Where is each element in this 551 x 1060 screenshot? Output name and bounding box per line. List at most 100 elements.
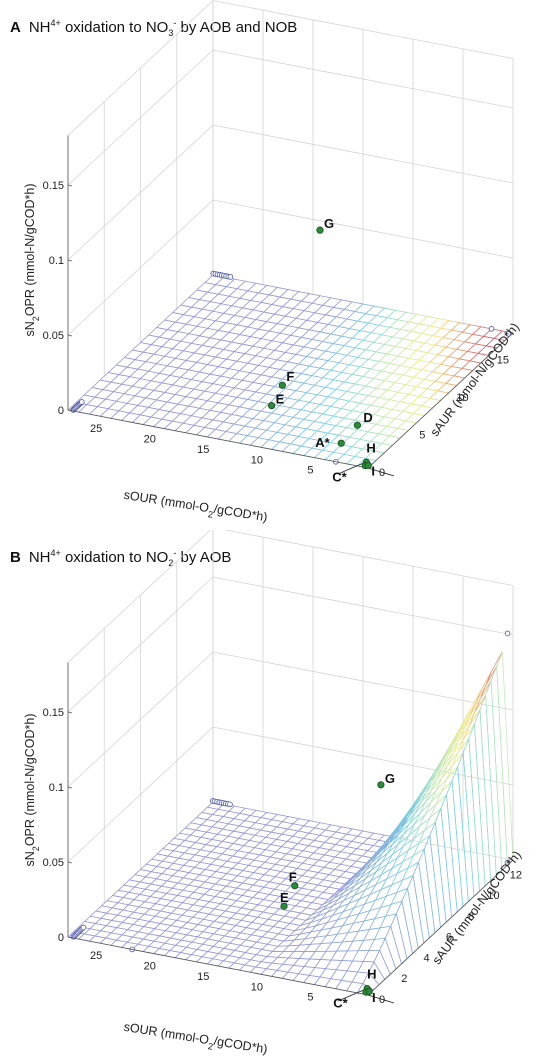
surface-mesh-cell	[351, 835, 369, 844]
surface-mesh-cell	[295, 887, 314, 896]
z-tick	[67, 409, 73, 412]
surface-mesh-cell	[289, 905, 308, 914]
surface-mesh-cell	[186, 916, 205, 925]
surface-mesh-cell	[293, 921, 313, 932]
title-text: by AOB	[176, 549, 232, 566]
surface-mesh-cell	[305, 902, 324, 911]
surface-mesh-cell	[325, 941, 343, 952]
y-axis-line	[367, 332, 514, 469]
surface-mesh-cell	[231, 850, 250, 859]
surface-mesh-cell	[149, 890, 168, 899]
surface-mesh-cell	[105, 920, 124, 928]
z-axis-label: sN2OPR (mmol-N/gCOD*h)	[23, 714, 41, 867]
surface-mesh-cell	[249, 809, 268, 818]
grid-line	[67, 576, 514, 713]
surface-mesh-cell	[412, 834, 431, 857]
surface-mesh-cell	[219, 910, 237, 919]
x-tick-label: 10	[251, 981, 263, 993]
origin-tick	[337, 988, 367, 1002]
surface-mesh-cell	[218, 935, 236, 944]
surface-mesh-cell	[318, 829, 337, 838]
surface-mesh-cell	[178, 827, 197, 836]
surface-mesh-cell	[158, 930, 177, 939]
surface-mesh-cell	[144, 883, 163, 892]
surface-mesh-cell	[329, 844, 348, 853]
panel-label: A	[10, 19, 21, 36]
surface-mesh-cell	[206, 814, 225, 823]
surface-mesh-cell	[105, 907, 124, 916]
title-text: oxidation to NO	[60, 19, 169, 36]
surface-mesh-cell	[253, 854, 272, 863]
y-tick-label: 10	[456, 392, 468, 404]
origin-tick	[367, 467, 395, 477]
surface-mesh-cell	[258, 849, 277, 858]
surface-mesh-cell	[180, 922, 199, 931]
surface-mesh-cell	[302, 845, 321, 854]
surface-mesh-cell	[248, 834, 267, 843]
surface-mesh-cell	[270, 838, 288, 847]
surface-mesh-cell	[133, 894, 152, 903]
surface-mesh-cell	[297, 825, 316, 834]
surface-mesh-cell	[144, 871, 163, 880]
point-label: G	[324, 216, 334, 231]
surface-mesh-cell	[295, 875, 314, 884]
surface-mesh-cell	[159, 905, 178, 914]
surface-mesh-cell	[187, 879, 206, 888]
surface-mesh-cell	[195, 812, 214, 820]
surface-mesh-cell	[192, 911, 210, 920]
title-sup: 4	[50, 548, 56, 558]
surface-mesh-cell	[238, 807, 257, 816]
surface-mesh-cell	[194, 849, 212, 858]
surface-mesh-cell	[169, 932, 188, 941]
surface-mesh-cell	[247, 859, 266, 868]
surface-mesh-cell	[265, 819, 284, 828]
surface-mesh-cell	[291, 830, 310, 839]
surface-mesh-cell	[153, 935, 172, 944]
surface-mesh-cell	[200, 819, 219, 828]
surface-mesh-cell	[239, 939, 258, 948]
z-tick-label: 0.1	[49, 255, 64, 267]
surface-mesh-cell	[272, 933, 290, 942]
surface-mesh-cell	[329, 831, 348, 840]
surface-mesh-cell	[283, 910, 302, 919]
surface-mesh-cell	[148, 915, 167, 924]
surface-mesh-cell	[233, 944, 252, 953]
surface-mesh-cell	[336, 922, 355, 935]
surface-mesh-cell	[196, 943, 215, 952]
surface-mesh-cell	[300, 882, 319, 891]
surface-mesh-cell	[189, 842, 207, 851]
surface-mesh-cell	[197, 918, 215, 927]
grid-line	[67, 124, 514, 261]
surface-mesh-cell	[254, 829, 273, 838]
surface-mesh-cell	[257, 886, 276, 895]
surface-mesh-cell	[316, 891, 335, 900]
surface-mesh-cell	[312, 872, 330, 881]
sample-marker	[227, 274, 234, 280]
surface-mesh-cell	[155, 873, 174, 882]
surface-mesh-cell	[281, 828, 300, 837]
surface-mesh-cell	[228, 937, 247, 946]
surface-mesh-cell	[203, 888, 222, 897]
surface-mesh-cell	[187, 891, 206, 900]
surface-mesh-cell	[242, 864, 260, 873]
surface-mesh-cell	[342, 898, 361, 913]
surface-mesh-cell	[219, 885, 238, 894]
surface-mesh-cell	[236, 882, 254, 891]
surface-mesh-cell	[334, 838, 353, 847]
data-point-e	[268, 402, 276, 410]
surface-mesh-cell	[192, 886, 211, 895]
surface-mesh-cell	[115, 934, 134, 943]
surface-mesh-cell	[363, 888, 382, 905]
surface-mesh-cell	[252, 879, 271, 888]
surface-mesh-cell	[126, 924, 145, 933]
surface-mesh-cell	[205, 826, 224, 835]
surface-mesh-cell	[384, 900, 403, 917]
surface-mesh-cell	[185, 929, 204, 938]
surface-mesh-cell	[144, 896, 162, 905]
surface-mesh-cell	[324, 824, 343, 833]
surface-mesh-cell	[178, 840, 197, 849]
surface-mesh-cell	[217, 948, 236, 956]
surface-mesh-cell	[318, 854, 336, 863]
surface-mesh-cell	[172, 857, 191, 866]
surface-mesh-cell	[175, 927, 194, 936]
